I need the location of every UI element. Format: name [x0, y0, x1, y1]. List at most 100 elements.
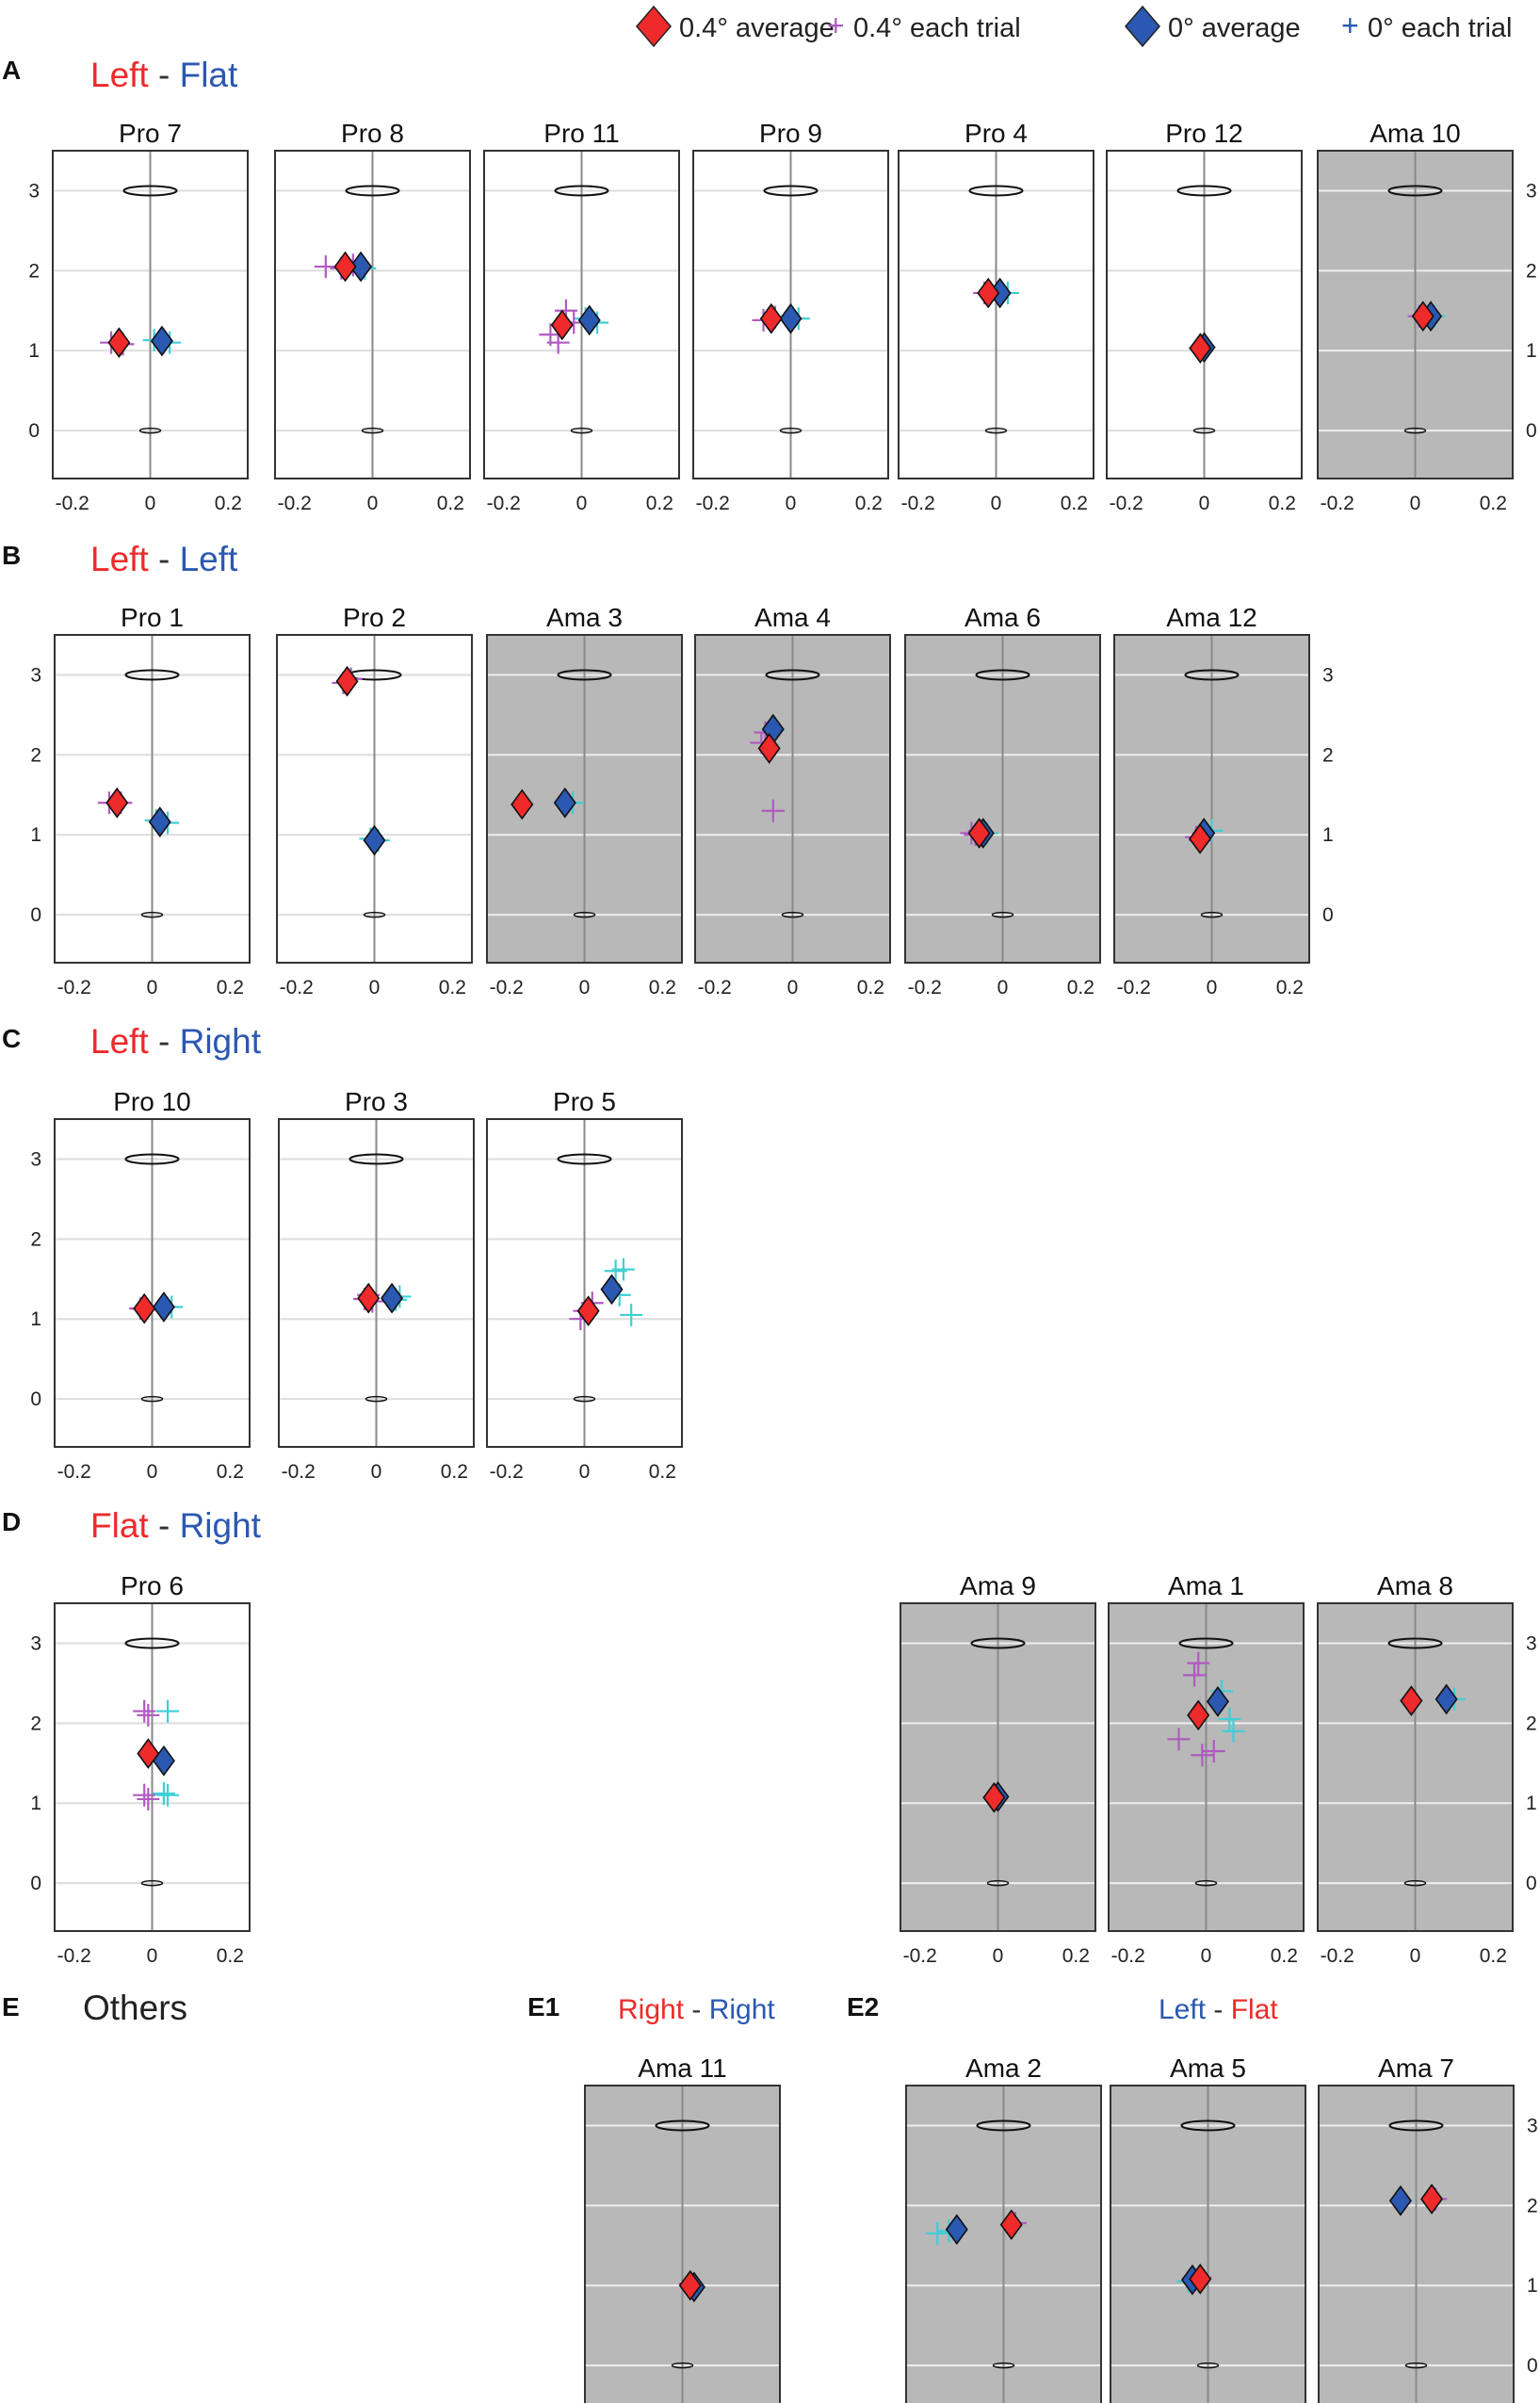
- panel-title: Pro 11: [543, 119, 619, 148]
- section-a-letter: A: [2, 56, 21, 85]
- plot-frame: [1106, 150, 1303, 479]
- y-tick-label: 2: [1527, 2195, 1538, 2216]
- x-tick-label: 0: [991, 493, 1002, 514]
- panel-ama-4: Ama 4 -0.2 0 0.2: [694, 603, 891, 999]
- y-tick-label: 2: [30, 744, 41, 766]
- top-ellipse: [554, 185, 609, 197]
- x-tick-label: -0.2: [903, 1945, 937, 1967]
- legend-red-trial-glyph: +: [827, 8, 845, 42]
- y-tick-label: 3: [1322, 664, 1334, 686]
- blue-trial-point: [156, 1783, 180, 1807]
- y-tick-label: 3: [30, 664, 41, 686]
- panel-pro-12: Pro 12 -0.2 0 0.2: [1106, 119, 1303, 514]
- x-tick-label: 0: [1207, 977, 1218, 999]
- bottom-ellipse: [573, 911, 596, 918]
- plot-frame: [904, 634, 1101, 964]
- red-trial-point: [1191, 1744, 1214, 1767]
- y-tick-label: 3: [1526, 1632, 1537, 1654]
- x-tick-label: 0.2: [1269, 493, 1296, 514]
- x-tick-label: -0.2: [280, 977, 314, 999]
- section-d-heading: D Flat - Right: [2, 1506, 262, 1545]
- x-tick-label: 0: [147, 1461, 158, 1483]
- x-tick-label: 0: [1410, 493, 1421, 514]
- blue-average-point: [1435, 1683, 1458, 1715]
- bottom-ellipse: [1192, 427, 1216, 434]
- x-tick-label: 0.2: [1067, 977, 1094, 999]
- x-tick-label: 0.2: [1480, 493, 1507, 514]
- x-tick-label: 0.2: [649, 1461, 676, 1483]
- section-a-heading: A Left - Flat: [2, 56, 238, 94]
- plot-frame: [52, 150, 249, 479]
- bottom-ellipse: [1403, 427, 1427, 434]
- x-tick-label: 0: [579, 977, 591, 999]
- panel-title: Ama 4: [754, 603, 831, 632]
- blue-trial-point: [156, 1699, 180, 1723]
- panel-title: Ama 1: [1168, 1571, 1244, 1600]
- x-tick-label: 0.2: [1271, 1945, 1298, 1967]
- panel-title: Ama 9: [960, 1571, 1036, 1600]
- x-tick-label: 0.2: [857, 977, 884, 999]
- panel-title: Ama 7: [1378, 2054, 1454, 2083]
- y-tick-label: 3: [30, 1148, 41, 1170]
- top-ellipse: [557, 1153, 612, 1165]
- panel-title: Pro 5: [553, 1087, 616, 1116]
- section-a-title-blue: Flat: [180, 56, 238, 94]
- section-d-title-sep: -: [149, 1506, 180, 1545]
- x-tick-label: -0.2: [490, 977, 524, 999]
- x-tick-label: -0.2: [1111, 1945, 1145, 1967]
- y-tick-label: 2: [1526, 1713, 1537, 1734]
- blue-trial-point: [620, 1303, 643, 1326]
- bottom-ellipse: [140, 1879, 164, 1887]
- blue-average-point: [779, 302, 802, 334]
- red-average-point: [133, 1292, 156, 1324]
- section-e2-letter: E2: [847, 1992, 879, 2021]
- x-tick-label: 0.2: [217, 1461, 244, 1483]
- section-e2-title: Left - Flat: [1159, 1994, 1278, 2025]
- blue-trial-point: [611, 1258, 635, 1281]
- bottom-ellipse: [671, 2362, 694, 2369]
- panel-pro-1: Pro 1 -0.2 0 0.2 0 1 2 3: [30, 603, 251, 999]
- x-tick-label: 0: [371, 1461, 382, 1483]
- panel-pro-11: Pro 11 -0.2 0 0.2: [483, 119, 680, 514]
- red-trial-point: [133, 1783, 156, 1807]
- legend: 0.4° average + 0.4° each trial 0° averag…: [636, 5, 1512, 48]
- legend-blue-trial-glyph: +: [1341, 8, 1359, 42]
- top-ellipse: [976, 2119, 1031, 2132]
- x-tick-label: -0.2: [1321, 493, 1354, 514]
- blue-average-point: [349, 251, 373, 283]
- panel-pro-10: Pro 10 -0.2 0 0.2 0 1 2 3: [30, 1087, 251, 1483]
- plot-frame: [54, 634, 251, 964]
- bottom-ellipse: [779, 427, 802, 434]
- bottom-ellipse: [365, 1395, 388, 1403]
- y-tick-label: 0: [1526, 1873, 1537, 1894]
- bottom-ellipse: [986, 1879, 1010, 1887]
- plot-frame: [486, 634, 683, 964]
- red-trial-point: [137, 1787, 160, 1810]
- red-trial-point: [137, 1703, 160, 1727]
- panel-pro-9: Pro 9 -0.2 0 0.2: [692, 119, 889, 514]
- blue-average-point: [600, 1274, 624, 1306]
- section-a-title: Left - Flat: [90, 56, 238, 94]
- bottom-ellipse: [1196, 2362, 1220, 2369]
- red-average-point: [1189, 2264, 1212, 2295]
- panel-title: Pro 12: [1165, 119, 1243, 148]
- x-tick-label: -0.2: [1321, 1945, 1354, 1967]
- top-ellipse: [1178, 1637, 1234, 1649]
- top-ellipse: [1387, 185, 1443, 197]
- x-tick-label: 0: [145, 493, 156, 514]
- bottom-ellipse: [138, 427, 162, 434]
- y-tick-label: 1: [28, 340, 40, 362]
- section-e1-letter: E1: [527, 1992, 559, 2021]
- blue-trial-point: [152, 1782, 175, 1806]
- panel-title: Ama 12: [1166, 603, 1257, 632]
- legend-red-avg-label: 0.4° average: [679, 13, 835, 43]
- x-tick-label: 0.2: [855, 493, 883, 514]
- y-tick-label: 1: [1526, 1793, 1537, 1814]
- section-c-letter: C: [2, 1024, 21, 1053]
- red-average-point: [511, 788, 534, 820]
- top-ellipse: [968, 185, 1024, 197]
- x-tick-label: -0.2: [57, 1461, 91, 1483]
- y-tick-label: 2: [28, 260, 40, 282]
